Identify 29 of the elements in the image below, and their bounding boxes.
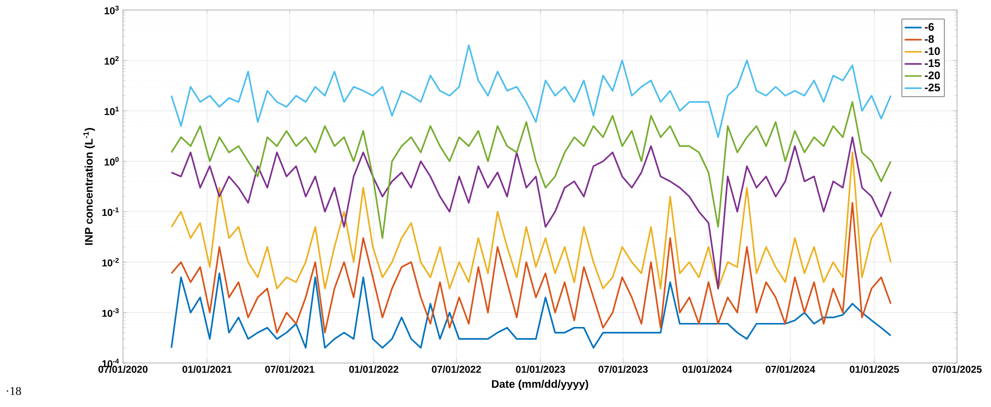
y-tick-label: 10$^{0}$: [104, 157, 119, 166]
legend-label: -8: [924, 35, 934, 43]
y-tick-label: 10$^{3}$: [104, 6, 119, 14]
x-tick-label: 01/01/2022: [349, 366, 398, 373]
text: ·18: [6, 386, 21, 396]
x-tick-label: 07/01/2022: [432, 366, 481, 373]
y-tick-label: 10$^{-2}$: [102, 258, 119, 266]
x-tick-label: 07/01/2020: [98, 366, 148, 373]
y-tick-label: 10$^{2}$: [104, 56, 119, 65]
y-tick-label: 10$^{-3}$: [102, 308, 119, 317]
x-tick-label: 01/01/2023: [516, 366, 566, 373]
x-tick-label: 01/01/2025: [850, 366, 899, 373]
x-tick-label: 01/01/2024: [682, 366, 732, 373]
x-tick-label: 07/01/2021: [265, 366, 314, 373]
x-tick-label: 07/01/2023: [598, 366, 648, 373]
line-series: [170, 202, 892, 334]
line-series: [170, 101, 892, 239]
y-axis-title: INP concentration (L$^{-1}$): [83, 128, 95, 245]
x-tick-label: 07/01/2025: [932, 366, 982, 373]
x-tick-label: 07/01/2024: [766, 366, 816, 373]
y-tick-label: 10$^{1}$: [104, 106, 119, 116]
y-tick-label: 10$^{-1}$: [102, 207, 119, 216]
x-tick-label: 01/01/2021: [182, 366, 232, 373]
legend-label: -20: [924, 71, 940, 80]
legend-label: -10: [924, 47, 940, 56]
legend-label: -15: [924, 59, 940, 68]
legend-label: -6: [924, 23, 934, 31]
legend-label: -25: [924, 84, 940, 92]
x-axis-title: Date (mm/dd/yyyy): [492, 380, 588, 390]
